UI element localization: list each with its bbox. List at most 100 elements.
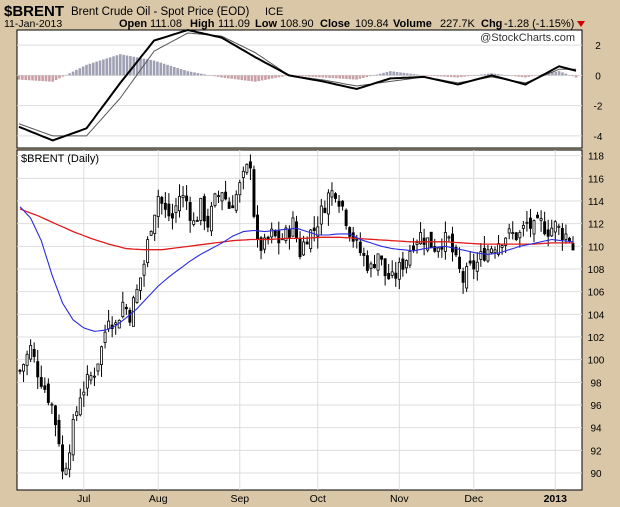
- candle-body: [390, 271, 394, 276]
- histogram-bar: [51, 75, 55, 82]
- histogram-bar: [527, 75, 531, 77]
- histogram-bar: [250, 75, 254, 82]
- candle-body: [511, 232, 515, 234]
- histogram-bar: [362, 75, 365, 78]
- candle-body: [220, 192, 224, 202]
- histogram-bar: [75, 69, 78, 76]
- candle-body: [387, 273, 391, 280]
- histogram-bar: [311, 75, 314, 77]
- candle-body: [351, 232, 355, 242]
- candle-body: [323, 207, 327, 213]
- candle-body: [295, 221, 298, 239]
- candle-body: [486, 249, 490, 262]
- price-tick-label: 104: [588, 310, 605, 321]
- candle-body: [213, 193, 217, 206]
- histogram-bar: [436, 75, 439, 77]
- candle-body: [238, 182, 242, 196]
- histogram-bar: [105, 58, 109, 76]
- histogram-bar: [152, 60, 156, 76]
- candle-body: [500, 245, 504, 248]
- candle-body: [135, 289, 139, 303]
- candle-body: [412, 245, 415, 251]
- candle-body: [369, 263, 373, 269]
- candle-body: [394, 272, 398, 279]
- price-tick-label: 96: [590, 401, 602, 412]
- candle-body: [71, 419, 75, 456]
- open-value: 111.08: [150, 18, 182, 30]
- histogram-bar: [17, 75, 21, 80]
- histogram-bar: [284, 75, 287, 77]
- histogram-bar: [517, 75, 520, 77]
- candle-body: [142, 263, 146, 276]
- candle-body: [270, 228, 274, 238]
- histogram-bar: [409, 73, 412, 76]
- histogram-bar: [432, 75, 436, 77]
- candle-body: [490, 248, 493, 253]
- histogram-bar: [270, 75, 274, 79]
- candle-body: [64, 467, 68, 475]
- histogram-bar: [58, 75, 61, 79]
- candle-body: [259, 237, 263, 251]
- histogram-bar: [34, 75, 38, 81]
- indicator-tick-label: -4: [594, 132, 603, 143]
- candle-body: [337, 200, 341, 207]
- candle-body: [32, 348, 36, 357]
- histogram-bar: [85, 64, 88, 76]
- histogram-bar: [412, 74, 416, 76]
- candle-body: [518, 232, 522, 239]
- histogram-bar: [115, 55, 119, 76]
- histogram-bar: [91, 62, 95, 76]
- histogram-bar: [61, 75, 65, 77]
- price-tick-label: 112: [588, 220, 604, 231]
- chg-label: Chg: [481, 18, 502, 30]
- histogram-bar: [301, 75, 304, 77]
- histogram-bar: [156, 61, 159, 76]
- histogram-bar: [95, 61, 98, 76]
- histogram-bar: [348, 75, 352, 80]
- candle-body: [273, 229, 277, 237]
- histogram-bar: [453, 75, 456, 78]
- candle-body: [57, 419, 61, 445]
- candle-body: [227, 201, 231, 209]
- price-y-axis: 90 92 94 96 98 100 102 104 106 108 110 112 114 116 118: [588, 152, 605, 480]
- high-value: 111.09: [218, 18, 250, 30]
- histogram-bar: [277, 75, 281, 78]
- histogram-bar: [524, 75, 527, 78]
- indicator-lines: [18, 28, 577, 142]
- candle-body: [536, 214, 540, 219]
- candle-body: [146, 239, 150, 264]
- candle-body: [206, 215, 210, 228]
- histogram-bar: [216, 75, 220, 77]
- histogram-bar: [443, 75, 446, 77]
- candle-body: [344, 209, 348, 226]
- candle-body: [284, 227, 288, 241]
- candle-body: [195, 220, 199, 222]
- histogram-bar: [172, 66, 176, 76]
- candle-body: [156, 196, 160, 217]
- histogram-bar: [486, 73, 490, 76]
- price-tick-label: 92: [590, 446, 602, 457]
- candle-body: [248, 161, 252, 169]
- histogram-bar: [145, 59, 149, 76]
- candle-body: [514, 232, 518, 240]
- candle-body: [199, 197, 203, 221]
- histogram-bar: [118, 54, 122, 76]
- candle-body: [209, 205, 213, 232]
- histogram-bar: [54, 75, 58, 81]
- histogram-bar: [378, 73, 382, 76]
- candle-body: [92, 375, 96, 378]
- candle-body: [557, 225, 561, 228]
- histogram-bar: [102, 59, 105, 76]
- histogram-bar: [534, 75, 537, 76]
- histogram-bar: [389, 71, 392, 76]
- histogram-bar: [220, 75, 223, 78]
- candle-body: [419, 232, 423, 245]
- candle-body: [96, 363, 100, 372]
- candle-body: [22, 364, 26, 372]
- histogram-bar: [335, 75, 338, 79]
- candle-body: [571, 243, 575, 251]
- histogram-bar: [345, 75, 348, 79]
- candle-body: [170, 213, 174, 219]
- candle-body: [298, 237, 302, 258]
